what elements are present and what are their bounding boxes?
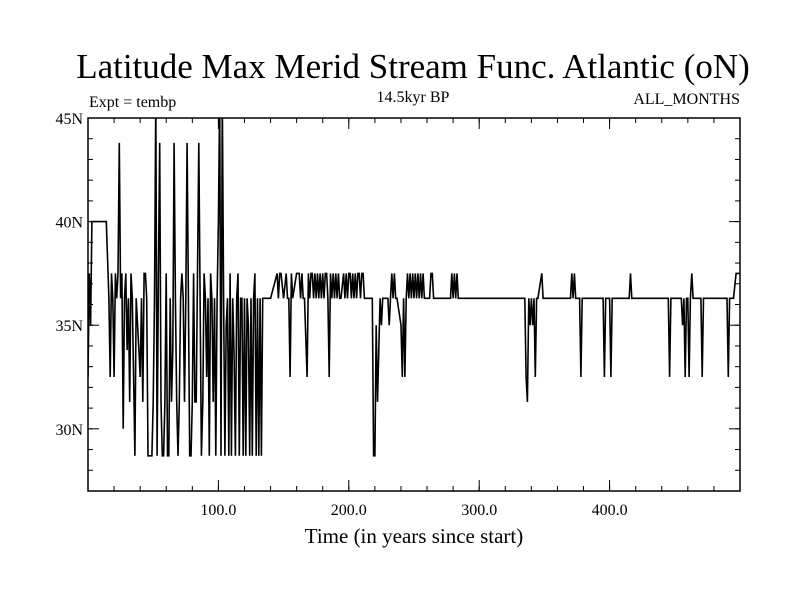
x-tick-label: 300.0 <box>461 502 497 519</box>
y-tick-label: 30N <box>55 422 83 439</box>
plot-frame <box>87 117 741 492</box>
x-tick-label: 400.0 <box>592 502 628 519</box>
y-tick-label: 35N <box>55 318 83 335</box>
y-tick-label: 45N <box>55 111 83 128</box>
x-tick-label: 100.0 <box>200 502 236 519</box>
tick-labels: 100.0 200.0 300.0 400.0 30N 35N 40N 45N <box>55 111 627 519</box>
x-axis-label: Time (in years since start) <box>305 524 524 548</box>
chart-title: Latitude Max Merid Stream Func. Atlantic… <box>76 47 750 86</box>
subtitle-period: 14.5kyr BP <box>377 89 450 106</box>
y-tick-label: 40N <box>55 215 83 232</box>
subtitle-months: ALL_MONTHS <box>633 91 740 108</box>
x-tick-label: 200.0 <box>331 502 367 519</box>
subtitle-experiment: Expt = tembp <box>89 94 176 111</box>
series-line <box>88 118 740 457</box>
